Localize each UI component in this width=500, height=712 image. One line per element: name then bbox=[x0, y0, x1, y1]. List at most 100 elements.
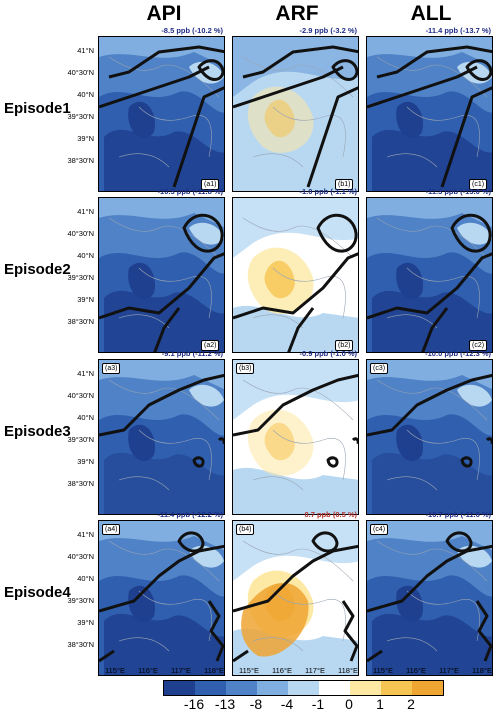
map-panel-all-episode4 bbox=[366, 520, 493, 676]
map-panel-arf-episode2 bbox=[232, 197, 359, 353]
latitude-label: 39°N bbox=[77, 134, 94, 143]
map-field bbox=[233, 360, 358, 514]
colorbar-label: -13 bbox=[214, 696, 236, 712]
latitude-label: 40°N bbox=[77, 90, 94, 99]
longitude-label: 116°E bbox=[406, 666, 426, 675]
longitude-label: 118°E bbox=[472, 666, 492, 675]
map-field bbox=[99, 521, 224, 675]
panel-mean-change: -8.5 ppb (-10.2 %) bbox=[161, 26, 223, 35]
map-field bbox=[367, 37, 492, 191]
map-panel-api-episode4 bbox=[98, 520, 225, 676]
longitude-label: 115°E bbox=[239, 666, 259, 675]
colorbar-swatch bbox=[412, 681, 443, 695]
panel-mean-change: -10.3 ppb (-11.8 %) bbox=[157, 187, 223, 196]
panel-mean-change: -2.9 ppb (-3.2 %) bbox=[299, 26, 357, 35]
map-field bbox=[99, 360, 224, 514]
map-panel-all-episode2 bbox=[366, 197, 493, 353]
panel-tag: (c4) bbox=[370, 524, 389, 535]
latitude-label: 39°30'N bbox=[67, 596, 94, 605]
latitude-label: 39°30'N bbox=[67, 112, 94, 121]
longitude-label: 117°E bbox=[439, 666, 459, 675]
panel-tag: (a1) bbox=[201, 179, 220, 190]
map-field bbox=[367, 198, 492, 352]
latitude-label: 40°30'N bbox=[67, 68, 94, 77]
map-panel-api-episode3 bbox=[98, 359, 225, 515]
panel-mean-change: -11.4 ppb (-12.2 %) bbox=[157, 510, 223, 519]
panel-tag: (b3) bbox=[236, 363, 255, 374]
latitude-label: 39°N bbox=[77, 295, 94, 304]
column-title-api: API bbox=[146, 2, 182, 25]
colorbar-label: -16 bbox=[183, 696, 205, 712]
longitude-label: 116°E bbox=[138, 666, 158, 675]
map-field bbox=[99, 198, 224, 352]
panel-tag: (a3) bbox=[102, 363, 121, 374]
map-field bbox=[367, 360, 492, 514]
panel-mean-change: -9.1 ppb (-11.2 %) bbox=[161, 349, 223, 358]
latitude-label: 41°N bbox=[77, 46, 94, 55]
longitude-label: 117°E bbox=[305, 666, 325, 675]
latitude-label: 38°30'N bbox=[67, 317, 94, 326]
longitude-label: 118°E bbox=[338, 666, 358, 675]
episode-label-2: Episode2 bbox=[4, 261, 71, 278]
panel-tag: (b4) bbox=[236, 524, 255, 535]
longitude-label: 117°E bbox=[171, 666, 191, 675]
colorbar-swatch bbox=[381, 681, 412, 695]
panel-tag: (b1) bbox=[335, 179, 354, 190]
panel-tag: (a2) bbox=[201, 340, 220, 351]
column-title-all: ALL bbox=[410, 2, 452, 25]
colorbar-label: -4 bbox=[280, 696, 294, 712]
panel-tag: (c1) bbox=[469, 179, 488, 190]
episode-label-3: Episode3 bbox=[4, 423, 71, 440]
map-panel-all-episode1 bbox=[366, 36, 493, 192]
latitude-label: 40°N bbox=[77, 251, 94, 260]
map-field bbox=[233, 198, 358, 352]
map-panel-arf-episode1 bbox=[232, 36, 359, 192]
latitude-label: 38°30'N bbox=[67, 479, 94, 488]
colorbar-label: -1 bbox=[311, 696, 325, 712]
column-title-arf: ARF bbox=[275, 2, 319, 25]
panel-mean-change: -1.0 ppb (-1.1 %) bbox=[299, 187, 357, 196]
panel-tag: (a4) bbox=[102, 524, 121, 535]
colorbar-swatch bbox=[164, 681, 195, 695]
colorbar-swatch bbox=[319, 681, 350, 695]
latitude-label: 41°N bbox=[77, 530, 94, 539]
colorbar-swatch bbox=[257, 681, 288, 695]
panel-tag: (b2) bbox=[335, 340, 354, 351]
panel-mean-change: -11.4 ppb (-13.7 %) bbox=[425, 26, 491, 35]
colorbar-swatch bbox=[195, 681, 226, 695]
latitude-label: 38°30'N bbox=[67, 640, 94, 649]
latitude-label: 39°30'N bbox=[67, 273, 94, 282]
colorbar-label: 0 bbox=[345, 696, 353, 712]
colorbar-swatch bbox=[350, 681, 381, 695]
latitude-label: 40°N bbox=[77, 574, 94, 583]
panel-mean-change: -0.9 ppb (-1.0 %) bbox=[299, 349, 357, 358]
longitude-label: 115°E bbox=[373, 666, 393, 675]
longitude-label: 115°E bbox=[105, 666, 125, 675]
panel-mean-change: -11.3 ppb (-13.0 %) bbox=[425, 187, 491, 196]
colorbar-swatch bbox=[288, 681, 319, 695]
latitude-label: 40°30'N bbox=[67, 229, 94, 238]
latitude-label: 41°N bbox=[77, 369, 94, 378]
latitude-label: 40°N bbox=[77, 413, 94, 422]
longitude-label: 116°E bbox=[272, 666, 292, 675]
latitude-label: 41°N bbox=[77, 207, 94, 216]
episode-label-4: Episode4 bbox=[4, 584, 71, 601]
colorbar-label: 2 bbox=[407, 696, 415, 712]
map-field bbox=[233, 521, 358, 675]
latitude-label: 38°30'N bbox=[67, 156, 94, 165]
latitude-label: 40°30'N bbox=[67, 391, 94, 400]
map-field bbox=[99, 37, 224, 191]
colorbar-label: -8 bbox=[249, 696, 263, 712]
panel-tag: (c2) bbox=[469, 340, 488, 351]
panel-mean-change: -10.0 ppb (-12.3 %) bbox=[425, 349, 491, 358]
latitude-label: 39°30'N bbox=[67, 435, 94, 444]
panel-tag: (c3) bbox=[370, 363, 389, 374]
map-field bbox=[367, 521, 492, 675]
map-panel-arf-episode3 bbox=[232, 359, 359, 515]
colorbar-swatch bbox=[226, 681, 257, 695]
map-panel-api-episode2 bbox=[98, 197, 225, 353]
map-panel-api-episode1 bbox=[98, 36, 225, 192]
panel-mean-change: -10.7 ppb (-11.6 %) bbox=[425, 510, 491, 519]
colorbar bbox=[163, 680, 444, 696]
map-field bbox=[233, 37, 358, 191]
